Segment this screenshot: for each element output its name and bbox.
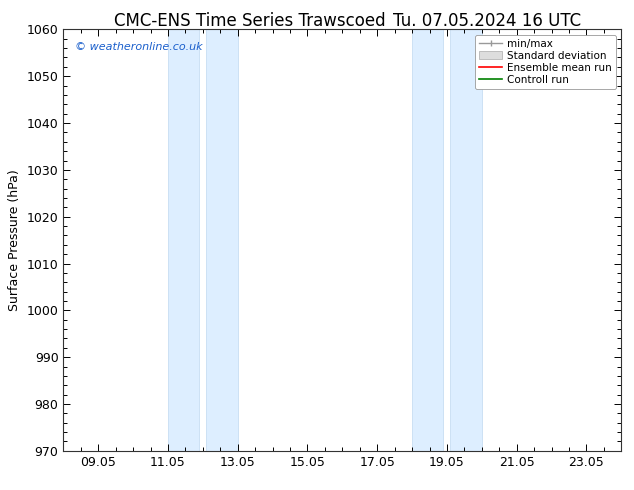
Bar [168,29,200,451]
Bar [451,29,482,451]
Text: Tu. 07.05.2024 16 UTC: Tu. 07.05.2024 16 UTC [393,12,581,30]
Y-axis label: Surface Pressure (hPa): Surface Pressure (hPa) [8,169,21,311]
Bar [206,29,238,451]
Bar [412,29,443,451]
Text: © weatheronline.co.uk: © weatheronline.co.uk [75,42,202,52]
Legend: min/max, Standard deviation, Ensemble mean run, Controll run: min/max, Standard deviation, Ensemble me… [475,35,616,89]
Text: CMC-ENS Time Series Trawscoed: CMC-ENS Time Series Trawscoed [114,12,385,30]
